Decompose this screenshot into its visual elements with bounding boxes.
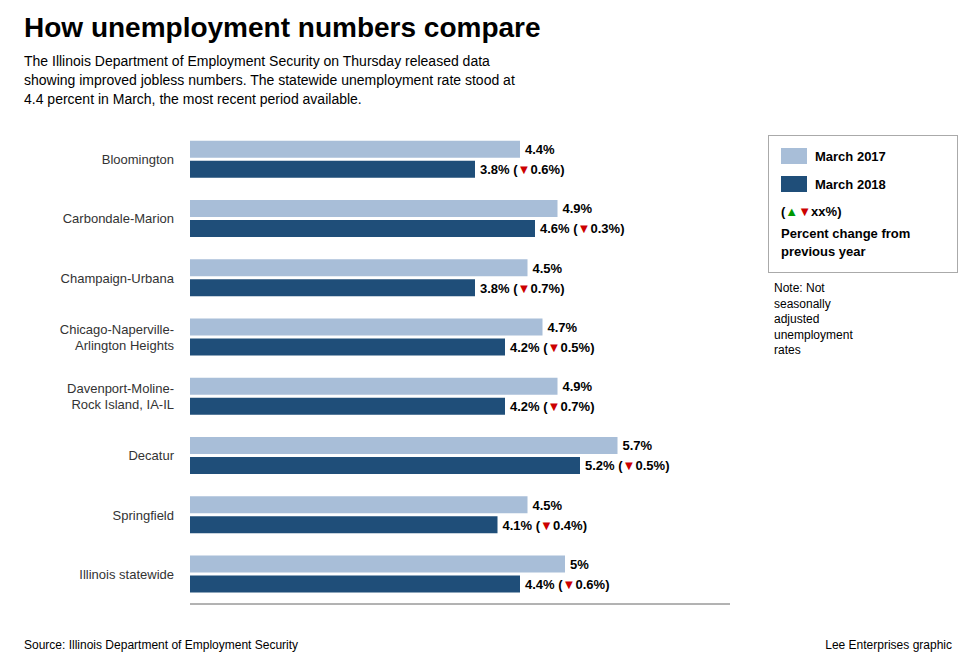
svg-text:4.4%: 4.4% [525, 142, 555, 157]
svg-text:Illinois statewide: Illinois statewide [79, 567, 174, 582]
svg-text:4.2% (▼0.7%): 4.2% (▼0.7%) [510, 399, 594, 414]
svg-text:5.7%: 5.7% [623, 438, 653, 453]
svg-text:4.5%: 4.5% [533, 497, 563, 512]
svg-text:5%: 5% [570, 556, 589, 571]
svg-text:5.2% (▼0.5%): 5.2% (▼0.5%) [585, 458, 669, 473]
html-text:March 2017: March 2017 [815, 148, 886, 164]
svg-text:4.6% (▼0.3%): 4.6% (▼0.3%) [540, 221, 624, 236]
svg-text:4.7%: 4.7% [548, 319, 578, 334]
svg-text:Decatur: Decatur [128, 448, 174, 463]
svg-text:Carbondale-Marion: Carbondale-Marion [63, 211, 174, 226]
svg-text:4.1% (▼0.4%): 4.1% (▼0.4%) [503, 517, 587, 532]
html-text:Source: Illinois Department of: Source: Illinois Department of Employmen… [24, 638, 299, 652]
html-text:March 2018: March 2018 [815, 176, 886, 192]
svg-text:4.2% (▼0.5%): 4.2% (▼0.5%) [510, 339, 594, 354]
svg-text:Springfield: Springfield [113, 508, 174, 523]
svg-text:Chicago-Naperville-Arlington H: Chicago-Naperville-Arlington Heights [60, 322, 175, 353]
svg-text:Bloomington: Bloomington [102, 152, 174, 167]
svg-text:Davenport-Moline-Rock Island,: Davenport-Moline-Rock Island, IA-IL [67, 381, 174, 412]
svg-text:3.8% (▼0.6%): 3.8% (▼0.6%) [480, 162, 564, 177]
svg-text:4.4% (▼0.6%): 4.4% (▼0.6%) [525, 576, 609, 591]
html-text:(▲ ▼ x x%): (▲ ▼ x x%) [781, 204, 842, 219]
html-text:Percent change from previous y: Percent change from previous year [781, 226, 911, 259]
svg-text:4.5%: 4.5% [533, 260, 563, 275]
svg-text:4.9%: 4.9% [563, 379, 593, 394]
html-text:Note: Not seasonally adjusted: Note: Not seasonally adjusted unemployme… [774, 281, 853, 358]
svg-text:4.9%: 4.9% [563, 201, 593, 216]
html-text:How unemployment numbers compa: How unemployment numbers compare [24, 12, 541, 43]
svg-text:3.8% (▼0.7%): 3.8% (▼0.7%) [480, 280, 564, 295]
html-text:Lee Enterprises graphic: Lee Enterprises graphic [825, 638, 952, 652]
svg-text:Champaign-Urbana: Champaign-Urbana [61, 271, 175, 286]
html-text:The Illinois Department of Emp: The Illinois Department of Employment Se… [24, 53, 515, 107]
